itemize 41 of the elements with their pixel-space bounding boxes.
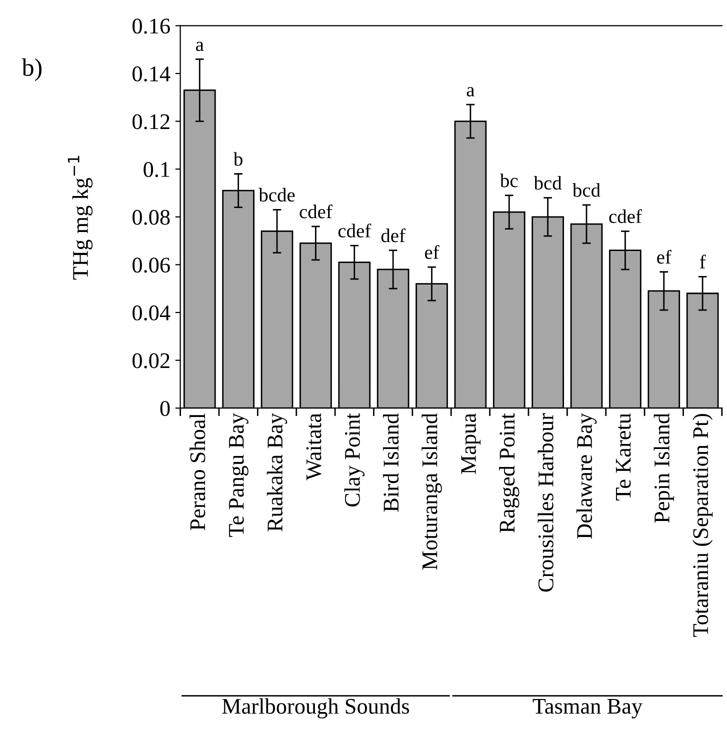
x-tick-label: Mapua — [461, 413, 481, 474]
y-tick-label: 0.06 — [132, 258, 170, 273]
annotation: f — [700, 254, 706, 268]
x-tick-label: Moturanga Island — [422, 413, 442, 570]
annotation: def — [381, 228, 406, 242]
x-tick-label: Perano Shoal — [190, 413, 206, 530]
y-axis-title: THg mg kg$^{−1}$ — [68, 156, 93, 280]
annotation: a — [196, 42, 204, 52]
y-tick-label: 0.04 — [132, 305, 170, 321]
annotation: cdef — [338, 224, 372, 238]
x-tick-label: Clay Point — [344, 413, 364, 507]
annotation: ef — [424, 245, 440, 259]
x-tick-label: Waitata — [306, 413, 322, 480]
x-tick-label: Pepin Island — [654, 413, 674, 523]
y-tick-label: 0.08 — [132, 210, 170, 225]
annotation: cdef — [609, 209, 642, 224]
y-tick-label: 0.1 — [144, 162, 170, 178]
annotation: bc — [500, 174, 518, 188]
y-tick-label: 0.16 — [132, 18, 170, 34]
x-tick-label: Delaware Bay — [576, 413, 597, 539]
x-tick-label: Ragged Point — [499, 413, 520, 533]
annotation: bcde — [258, 188, 295, 202]
annotation: b — [233, 152, 242, 166]
x-tick-label: Te Pangu Bay — [229, 413, 248, 537]
annotation: cdef — [300, 204, 332, 218]
annotation: ef — [657, 250, 672, 264]
y-tick-label: 0.02 — [132, 353, 170, 368]
y-tick-label: 0 — [160, 401, 170, 416]
annotation: a — [466, 87, 474, 96]
x-tick-label: Te Karetu — [616, 413, 631, 500]
text: b) — [22, 58, 42, 82]
y-tick-label: 0.12 — [132, 114, 170, 130]
text: Tasman Bay — [532, 699, 642, 718]
text: Marlborough Sounds — [222, 698, 410, 718]
x-tick-label: Totaraniu (Separation Pt) — [692, 414, 713, 637]
annotation: bcd — [534, 176, 562, 190]
x-tick-label: Ruakaka Bay — [266, 413, 288, 532]
y-tick-label: 0.14 — [132, 66, 170, 82]
x-tick-label: Crousielles Harbour — [538, 413, 554, 592]
annotation: bcd — [572, 183, 600, 197]
x-tick-label: Bird Island — [382, 413, 399, 512]
